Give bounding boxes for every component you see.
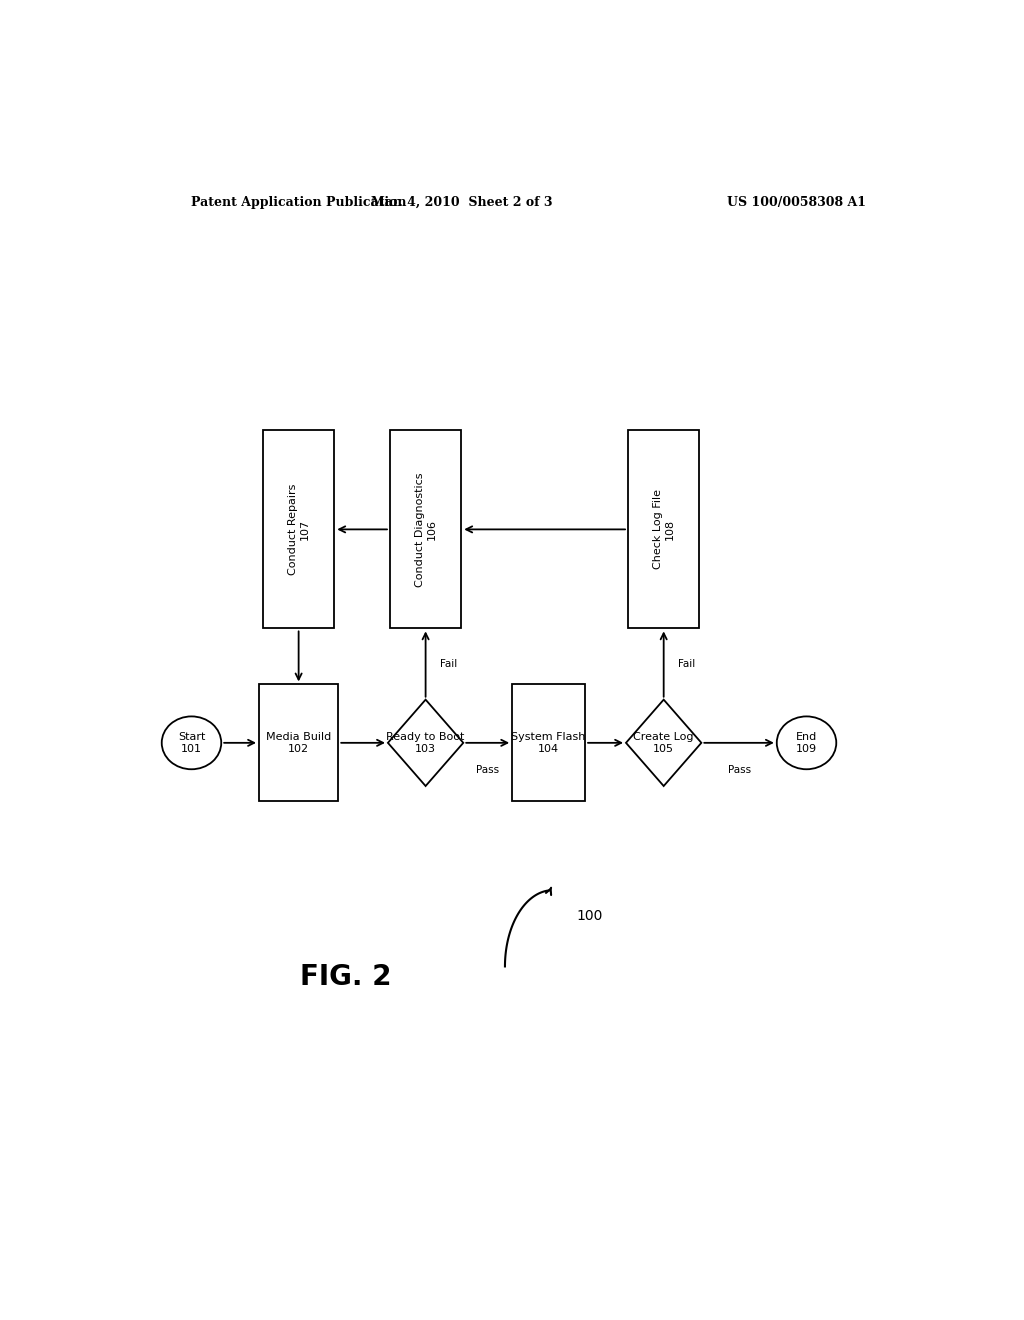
Polygon shape xyxy=(626,700,701,785)
Text: Mar. 4, 2010  Sheet 2 of 3: Mar. 4, 2010 Sheet 2 of 3 xyxy=(371,195,552,209)
Text: Conduct Diagnostics
106: Conduct Diagnostics 106 xyxy=(415,473,436,586)
Bar xyxy=(390,430,462,628)
Polygon shape xyxy=(388,700,463,785)
Text: Media Build
102: Media Build 102 xyxy=(266,733,331,754)
Text: Conduct Repairs
107: Conduct Repairs 107 xyxy=(288,483,309,576)
Text: Fail: Fail xyxy=(678,659,695,669)
Text: US 100/0058308 A1: US 100/0058308 A1 xyxy=(727,195,866,209)
Text: End
109: End 109 xyxy=(796,733,817,754)
Bar xyxy=(263,430,334,628)
Text: Check Log File
108: Check Log File 108 xyxy=(653,490,675,569)
Ellipse shape xyxy=(777,717,837,770)
Text: Pass: Pass xyxy=(727,766,751,775)
Text: System Flash
104: System Flash 104 xyxy=(511,733,586,754)
Text: Create Log
105: Create Log 105 xyxy=(634,733,694,754)
Text: Ready to Boot
103: Ready to Boot 103 xyxy=(386,733,465,754)
Bar xyxy=(259,684,338,801)
Bar xyxy=(628,430,699,628)
Text: 100: 100 xyxy=(577,908,603,923)
Text: Patent Application Publication: Patent Application Publication xyxy=(191,195,407,209)
Text: Fail: Fail xyxy=(440,659,457,669)
Text: Pass: Pass xyxy=(476,766,500,775)
Ellipse shape xyxy=(162,717,221,770)
Bar xyxy=(512,684,585,801)
Text: Start
101: Start 101 xyxy=(178,733,205,754)
Text: FIG. 2: FIG. 2 xyxy=(300,962,392,990)
